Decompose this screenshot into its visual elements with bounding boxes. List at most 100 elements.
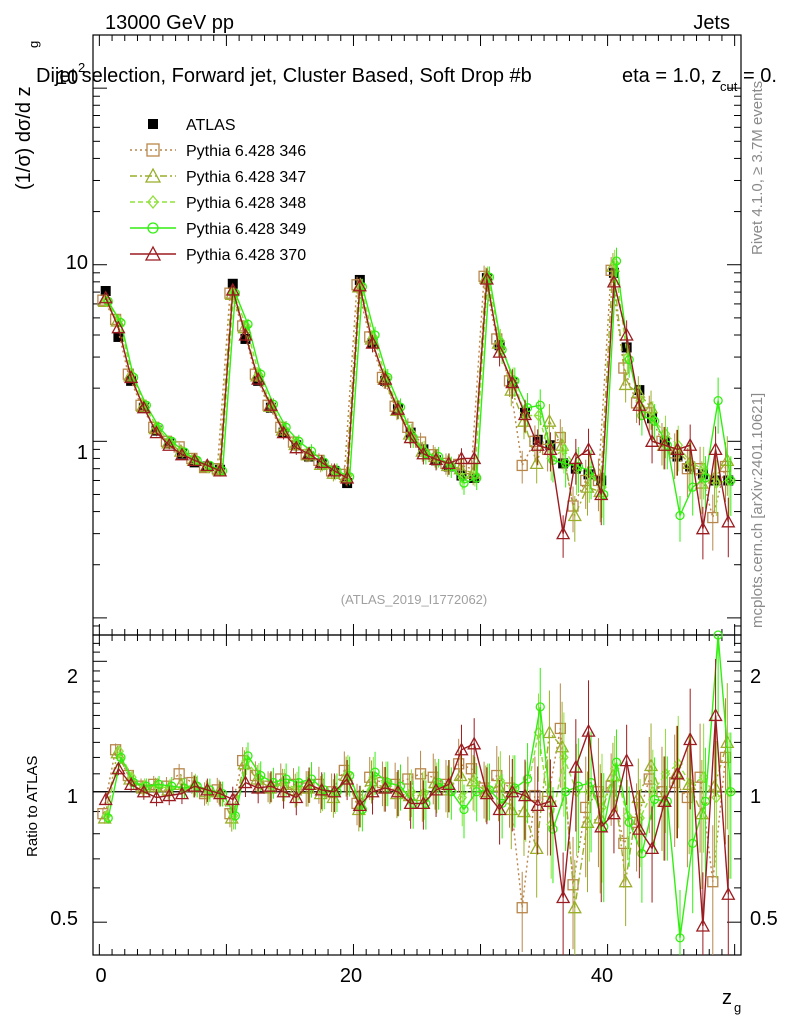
ratio-point xyxy=(606,806,622,820)
x-axis-label-sub: g xyxy=(734,1000,741,1015)
mcplots-label: mcplots.cern.ch [arXiv:2401.10621] xyxy=(749,393,766,628)
data-point xyxy=(529,456,544,470)
data-point xyxy=(352,278,367,292)
ratio-point xyxy=(644,841,660,855)
data-point xyxy=(456,470,467,481)
legend-label: Pythia 6.428 349 xyxy=(186,221,306,238)
legend-marker xyxy=(144,245,162,261)
data-point xyxy=(441,456,456,470)
ratio-point xyxy=(492,802,507,816)
data-point xyxy=(378,371,393,385)
ratio-point xyxy=(416,796,431,810)
ratio-point xyxy=(535,702,545,712)
data-point xyxy=(314,454,329,469)
ratio-point xyxy=(114,745,125,758)
data-point xyxy=(708,442,723,456)
ratio-point xyxy=(294,777,304,788)
data-point xyxy=(332,466,342,476)
ratio-point xyxy=(263,778,278,792)
ratio-point xyxy=(708,708,723,722)
legend-item: ATLAS xyxy=(148,117,236,134)
data-point xyxy=(542,413,557,427)
energy-label: 13000 GeV pp xyxy=(105,12,234,34)
sd-params: eta = 1.0, z xyxy=(622,65,722,87)
data-point xyxy=(660,427,671,441)
data-point xyxy=(517,407,533,421)
data-point xyxy=(124,370,139,384)
ratio-point xyxy=(124,777,139,791)
ratio-plot-area xyxy=(92,630,742,956)
ratio-point xyxy=(721,886,736,900)
ratio-point xyxy=(660,767,671,780)
data-point xyxy=(533,409,544,422)
legend-marker xyxy=(148,119,158,129)
data-point xyxy=(611,256,622,266)
data-point xyxy=(98,290,113,304)
ratio-point xyxy=(289,790,304,804)
ratio-point xyxy=(327,784,342,798)
ratio-point xyxy=(203,787,213,800)
data-point xyxy=(289,440,304,454)
ratio-point xyxy=(619,753,634,767)
data-point xyxy=(113,331,124,342)
ratio-tick-label-2-right: 2 xyxy=(750,666,761,688)
ratio-point xyxy=(109,744,122,756)
ratio-point xyxy=(554,722,566,735)
data-point xyxy=(365,335,380,349)
data-point xyxy=(698,462,709,475)
ratio-tick-label-0-5: 0.5 xyxy=(50,908,78,930)
data-point xyxy=(721,514,736,528)
ratio-point xyxy=(580,814,595,828)
ratio-point xyxy=(711,791,722,804)
legend-label: ATLAS xyxy=(186,117,236,134)
ratio-point xyxy=(441,777,456,791)
data-point xyxy=(301,446,317,460)
ratio-point xyxy=(559,751,569,764)
data-point xyxy=(148,421,163,435)
ratio-point xyxy=(624,817,634,827)
x-tick-label-0: 0 xyxy=(95,965,106,987)
legend-item: Pythia 6.428 349 xyxy=(130,221,306,238)
ratio-point xyxy=(370,767,380,777)
ratio-point xyxy=(597,801,607,814)
ratio-point xyxy=(522,774,533,784)
ratio-point xyxy=(726,787,736,797)
ratio-point xyxy=(281,774,291,784)
data-point xyxy=(522,403,533,413)
ratio-point xyxy=(683,732,698,746)
data-point xyxy=(530,437,545,451)
y-tick-label-1: 1 xyxy=(77,442,88,464)
data-point xyxy=(472,473,482,483)
data-point xyxy=(644,433,660,447)
data-point xyxy=(467,451,482,465)
ratio-point xyxy=(479,786,494,800)
ratio-point xyxy=(313,786,328,800)
legend-marker xyxy=(147,194,159,210)
ratio-point xyxy=(162,788,177,802)
ratio-point xyxy=(675,933,685,943)
data-point xyxy=(383,372,393,383)
data-point xyxy=(543,442,558,456)
data-point xyxy=(149,425,164,439)
data-point xyxy=(454,451,469,465)
ratio-point xyxy=(192,781,202,791)
ratio-point xyxy=(116,752,126,763)
y-tick-label-100: 10 xyxy=(56,67,78,89)
data-point xyxy=(428,452,444,466)
data-point xyxy=(568,451,583,465)
ratio-tick-label-2: 2 xyxy=(67,666,78,688)
data-point xyxy=(459,478,469,488)
legend-label: Pythia 6.428 347 xyxy=(186,169,306,186)
data-point xyxy=(111,320,126,334)
ratio-point xyxy=(556,890,571,904)
ratio-point xyxy=(459,804,469,815)
ratio-point xyxy=(340,771,355,785)
ratio-point xyxy=(357,804,368,815)
ratio-point xyxy=(555,739,570,753)
ratio-tick-label-1-right: 1 xyxy=(750,786,761,808)
ratio-point xyxy=(504,802,519,816)
data-point xyxy=(268,399,279,409)
ratio-point xyxy=(505,784,520,798)
data-point xyxy=(683,437,698,451)
